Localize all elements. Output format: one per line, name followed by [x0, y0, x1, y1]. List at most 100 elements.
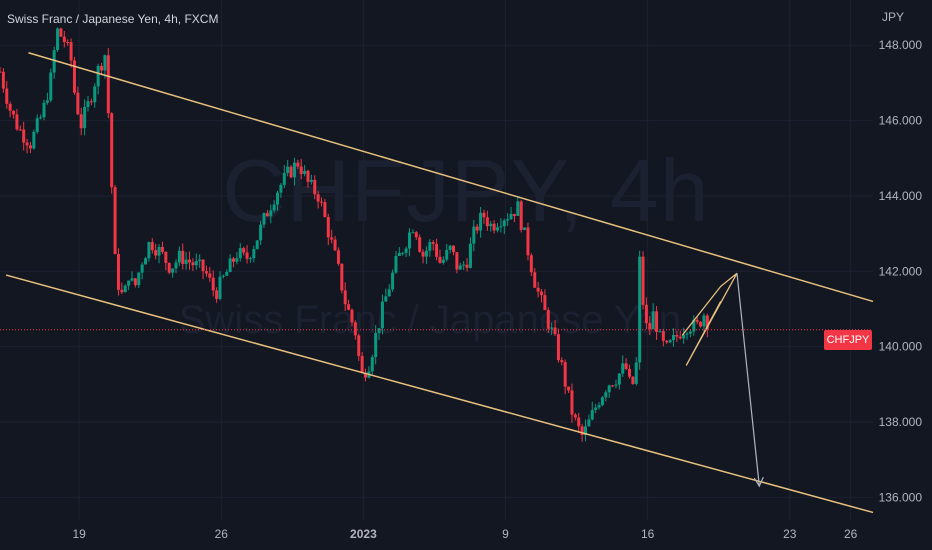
candle-body	[32, 131, 36, 149]
candle-body	[154, 250, 158, 256]
last-price-badge: CHFJPY	[824, 330, 872, 350]
candle-body	[370, 357, 374, 372]
candle-body	[465, 264, 469, 268]
grid	[0, 0, 873, 520]
candle-body	[699, 321, 703, 327]
candle-body	[556, 334, 560, 361]
candle-body	[238, 248, 242, 259]
candle-body	[259, 224, 263, 241]
candle-body	[225, 272, 229, 276]
candle-body	[5, 88, 9, 104]
candle-body	[584, 426, 588, 436]
candle-body	[570, 390, 574, 415]
candle-body	[171, 268, 175, 273]
candle-body	[42, 102, 46, 118]
candle-body	[123, 285, 127, 293]
candle-body	[340, 263, 344, 291]
candle-body	[347, 304, 351, 310]
candle-body	[35, 118, 39, 132]
candle-body	[688, 331, 692, 334]
x-tick-label-3: 9	[502, 527, 509, 541]
candle-body	[648, 323, 652, 330]
candle-body	[516, 201, 520, 216]
candle-body	[296, 162, 300, 167]
candle-body	[377, 328, 381, 334]
candle-body	[76, 92, 80, 115]
candle-body	[106, 55, 110, 114]
candle-body	[705, 315, 709, 330]
candle-body	[69, 42, 73, 61]
candle-body	[401, 252, 405, 254]
candle-body	[458, 265, 462, 270]
candle-body	[208, 273, 212, 278]
candle-body	[475, 226, 479, 231]
candle-body	[299, 166, 303, 174]
candle-body	[215, 290, 219, 299]
candle-body	[1, 71, 5, 89]
y-tick-label-1: 146.000	[879, 114, 923, 128]
candle-body	[634, 362, 638, 384]
candle-body	[62, 36, 66, 43]
candle-body	[79, 114, 83, 129]
candle-body	[59, 28, 63, 37]
candle-body	[394, 255, 398, 273]
time-axis[interactable]: 19 26 2023 9 16 23 26	[72, 527, 857, 541]
rising-wedge-pattern	[681, 272, 738, 366]
candle-body	[194, 261, 198, 266]
candle-body	[12, 110, 16, 115]
candle-body	[580, 426, 584, 436]
candle-body	[303, 170, 307, 174]
candle-body	[147, 242, 151, 259]
candle-body	[695, 319, 699, 322]
candle-body	[306, 170, 310, 182]
candle-body	[374, 333, 378, 358]
candle-body	[228, 258, 232, 273]
candle-body	[83, 106, 87, 129]
candle-body	[292, 162, 296, 178]
y-tick-label-0: 148.000	[879, 38, 923, 52]
candle-body	[692, 319, 696, 332]
candle-body	[533, 272, 537, 288]
candle-body	[86, 101, 90, 107]
candle-body	[357, 335, 361, 357]
candle-body	[658, 331, 662, 333]
candle-body	[110, 113, 114, 188]
candle-body	[127, 280, 131, 286]
candle-body	[100, 65, 104, 71]
price-axis[interactable]: 148.000 146.000 144.000 142.000 140.000 138.0…	[879, 38, 923, 504]
candle-body	[289, 166, 293, 178]
candle-body	[116, 254, 120, 290]
candle-body	[320, 201, 324, 203]
x-tick-label-0: 19	[72, 527, 86, 541]
candle-body	[18, 129, 22, 131]
x-tick-label-6: 26	[844, 527, 858, 541]
candle-body	[22, 129, 26, 143]
candle-body	[66, 42, 70, 44]
candle-body	[468, 243, 472, 268]
candle-body	[421, 251, 425, 257]
candle-body	[333, 239, 337, 251]
candle-body	[221, 275, 225, 277]
candle-body	[25, 142, 29, 146]
candle-body	[502, 220, 506, 227]
x-tick-label-5: 23	[783, 527, 797, 541]
candle-body	[641, 256, 645, 305]
candle-body	[245, 252, 249, 259]
candle-body	[164, 251, 168, 263]
projection-arrow-line	[736, 273, 760, 487]
candle-body	[435, 243, 439, 257]
candle-body	[428, 242, 432, 251]
candle-body	[600, 397, 604, 406]
candle-body	[313, 179, 317, 195]
candle-body	[678, 336, 682, 339]
candle-body	[39, 117, 43, 119]
candle-body	[188, 259, 192, 263]
candle-body	[276, 192, 280, 205]
candle-body	[120, 289, 124, 293]
candle-body	[353, 322, 357, 336]
candle-body	[157, 246, 161, 256]
candle-body	[485, 217, 489, 227]
candle-body	[472, 226, 476, 244]
